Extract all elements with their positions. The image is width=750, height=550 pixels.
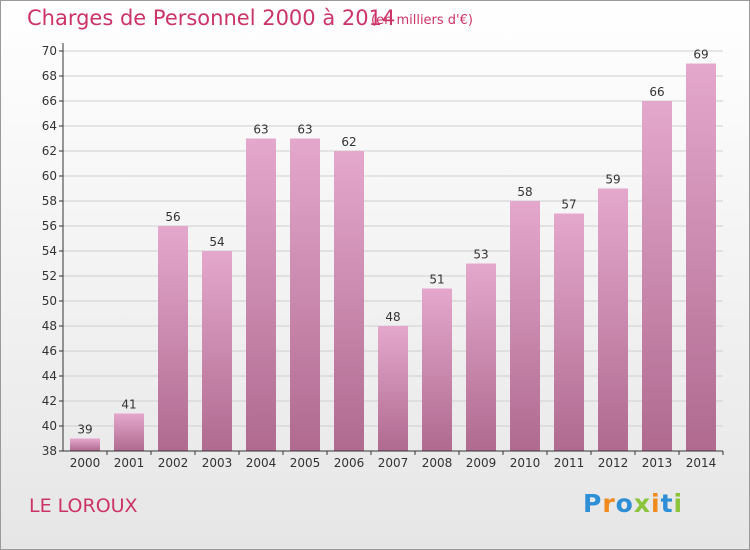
y-tick-label: 54	[42, 244, 57, 258]
data-label: 66	[649, 85, 664, 99]
bar	[202, 251, 232, 451]
logo-letter: P	[583, 489, 603, 518]
bar	[334, 151, 364, 451]
logo-letter: i	[651, 489, 661, 518]
x-tick-label: 2002	[158, 456, 189, 470]
bar	[422, 288, 452, 451]
bar	[290, 138, 320, 451]
data-label: 51	[429, 273, 444, 287]
x-tick-label: 2006	[334, 456, 365, 470]
bar	[510, 201, 540, 451]
chart-title: Charges de Personnel 2000 à 2014	[27, 6, 396, 30]
labels: 38 40 42 44 46 48 50 52 54 56 58 60 62 64 66 68 70 39 2000…	[42, 44, 717, 470]
axes	[59, 43, 724, 455]
data-label: 59	[605, 173, 620, 187]
bar	[70, 438, 100, 451]
data-label: 62	[341, 135, 356, 149]
bars	[70, 63, 716, 451]
x-tick-label: 2012	[598, 456, 629, 470]
data-label: 41	[121, 398, 136, 412]
x-tick-label: 2004	[246, 456, 277, 470]
bar	[642, 101, 672, 451]
y-tick-label: 64	[42, 119, 57, 133]
bar	[466, 263, 496, 451]
y-tick-label: 68	[42, 69, 57, 83]
x-tick-label: 2010	[510, 456, 541, 470]
bar	[686, 63, 716, 451]
data-label: 63	[253, 123, 268, 137]
y-tick-label: 38	[42, 444, 57, 458]
x-tick-label: 2005	[290, 456, 321, 470]
y-tick-label: 60	[42, 169, 57, 183]
bar	[246, 138, 276, 451]
data-label: 58	[517, 185, 532, 199]
data-label: 57	[561, 198, 576, 212]
x-tick-label: 2013	[642, 456, 673, 470]
bar	[378, 326, 408, 451]
y-tick-label: 50	[42, 294, 57, 308]
x-tick-label: 2001	[114, 456, 145, 470]
logo-letter: i	[673, 489, 684, 518]
y-tick-label: 56	[42, 219, 57, 233]
y-tick-label: 66	[42, 94, 57, 108]
data-label: 48	[385, 310, 400, 324]
x-tick-label: 2011	[554, 456, 585, 470]
y-tick-label: 42	[42, 394, 57, 408]
y-tick-label: 48	[42, 319, 57, 333]
commune-name: LE LOROUX	[29, 495, 138, 517]
data-label: 54	[209, 235, 224, 249]
y-tick-label: 46	[42, 344, 57, 358]
chart-subtitle: (en milliers d'€)	[371, 13, 473, 28]
data-label: 63	[297, 123, 312, 137]
bar	[114, 413, 144, 451]
logo-letter: o	[615, 489, 634, 518]
x-tick-label: 2007	[378, 456, 409, 470]
x-tick-label: 2008	[422, 456, 453, 470]
x-tick-label: 2009	[466, 456, 497, 470]
x-tick-label: 2014	[686, 456, 717, 470]
x-tick-label: 2000	[70, 456, 101, 470]
y-tick-label: 44	[42, 369, 57, 383]
bar	[598, 188, 628, 451]
logo-letter: r	[602, 489, 616, 518]
data-label: 53	[473, 248, 488, 262]
logo-letter: t	[660, 489, 674, 518]
y-tick-label: 58	[42, 194, 57, 208]
data-label: 56	[165, 210, 180, 224]
data-label: 39	[77, 423, 92, 437]
y-tick-label: 40	[42, 419, 57, 433]
y-tick-label: 70	[42, 44, 57, 58]
y-tick-label: 52	[42, 269, 57, 283]
data-label: 69	[693, 48, 708, 62]
bar	[158, 226, 188, 451]
x-tick-label: 2003	[202, 456, 233, 470]
logo-letter: x	[633, 489, 651, 518]
bar	[554, 213, 584, 451]
y-tick-label: 62	[42, 144, 57, 158]
proxiti-logo: Proxiti	[583, 489, 683, 518]
